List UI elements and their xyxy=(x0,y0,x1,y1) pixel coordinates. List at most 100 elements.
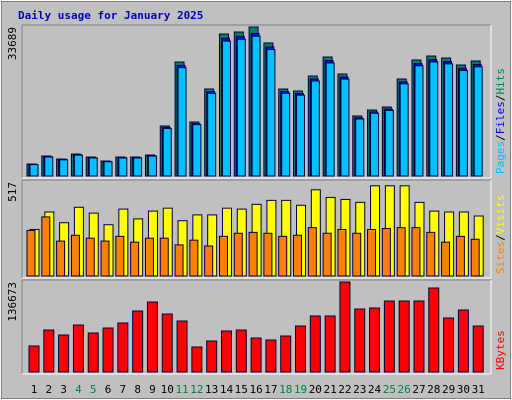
bar xyxy=(429,61,439,177)
bar xyxy=(85,237,95,277)
bar xyxy=(413,300,425,373)
bar xyxy=(115,235,125,277)
x-tick-label: 8 xyxy=(134,383,141,396)
bar xyxy=(324,315,336,373)
bar xyxy=(441,241,451,277)
y-tick-label: 136673 xyxy=(6,282,19,322)
bar xyxy=(117,322,129,373)
bar xyxy=(426,231,436,277)
bar xyxy=(310,80,320,177)
x-tick-label: 28 xyxy=(427,383,440,396)
bar xyxy=(56,240,66,277)
bar xyxy=(458,70,468,177)
x-tick-label: 23 xyxy=(353,383,366,396)
x-tick-label: 6 xyxy=(105,383,112,396)
legend: Sites/Visits xyxy=(494,195,507,275)
bar xyxy=(41,216,51,277)
bar xyxy=(73,154,83,177)
bar xyxy=(396,227,406,277)
legend-separator: / xyxy=(494,134,507,141)
x-tick-label: 16 xyxy=(249,383,262,396)
bar xyxy=(233,232,243,277)
bar xyxy=(88,157,98,177)
x-tick-label: 26 xyxy=(398,383,411,396)
bar xyxy=(204,245,214,277)
x-tick-label: 2 xyxy=(45,383,52,396)
bar xyxy=(398,300,410,373)
bar xyxy=(428,287,440,373)
bar xyxy=(59,159,69,177)
bar xyxy=(118,157,128,177)
bar xyxy=(206,340,218,373)
bar xyxy=(132,310,144,373)
bar xyxy=(455,235,465,277)
y-tick-label: 517 xyxy=(6,182,19,202)
x-tick-label: 29 xyxy=(442,383,455,396)
bar xyxy=(470,238,480,277)
x-tick-label: 18 xyxy=(279,383,292,396)
legend-entry: Sites xyxy=(494,241,507,274)
x-tick-label: 1 xyxy=(31,383,38,396)
bar xyxy=(147,155,157,177)
bar xyxy=(100,240,110,277)
bar xyxy=(102,327,114,373)
bar xyxy=(322,232,332,277)
bar xyxy=(307,227,317,277)
bar xyxy=(146,301,158,373)
bar xyxy=(130,241,140,277)
bar xyxy=(177,67,187,177)
bar xyxy=(369,307,381,373)
bar xyxy=(87,332,99,373)
legend-entry: Visits xyxy=(494,195,507,235)
legend-entry: Pages xyxy=(494,141,507,174)
bar xyxy=(28,345,40,373)
bar xyxy=(443,317,455,373)
bar xyxy=(367,228,377,277)
bar xyxy=(162,127,172,177)
x-tick-label: 10 xyxy=(161,383,174,396)
bar xyxy=(70,234,80,277)
bar xyxy=(44,156,54,177)
bar xyxy=(384,109,394,177)
x-tick-label: 11 xyxy=(175,383,188,396)
bar xyxy=(281,92,291,177)
x-tick-label: 15 xyxy=(235,383,248,396)
bar xyxy=(218,235,228,277)
bar xyxy=(280,335,292,373)
bar xyxy=(236,38,246,177)
bar xyxy=(159,237,169,277)
x-tick-label: 27 xyxy=(412,383,425,396)
x-tick-label: 5 xyxy=(90,383,97,396)
x-tick-label: 30 xyxy=(457,383,470,396)
bar xyxy=(278,235,288,277)
x-tick-label: 9 xyxy=(149,383,156,396)
bar xyxy=(72,324,84,373)
x-tick-label: 13 xyxy=(205,383,218,396)
x-tick-label: 17 xyxy=(264,383,277,396)
y-tick-label: 33689 xyxy=(6,27,19,60)
x-tick-label: 14 xyxy=(220,383,234,396)
x-tick-label: 21 xyxy=(324,383,337,396)
x-tick-label: 25 xyxy=(383,383,396,396)
bar xyxy=(381,228,391,277)
bar xyxy=(144,237,154,277)
bar xyxy=(161,313,173,373)
legend-entry: Files xyxy=(494,101,507,134)
bar xyxy=(220,330,232,373)
bar xyxy=(337,228,347,277)
bar xyxy=(235,329,247,373)
bar xyxy=(189,239,199,277)
bar xyxy=(414,65,424,177)
x-tick-label: 3 xyxy=(60,383,67,396)
bar xyxy=(296,94,306,177)
bar xyxy=(58,334,70,373)
x-tick-label: 20 xyxy=(309,383,322,396)
bar xyxy=(251,35,261,177)
legend-separator: / xyxy=(494,95,507,102)
bar xyxy=(26,230,36,277)
x-tick-label: 24 xyxy=(368,383,382,396)
x-tick-label: 12 xyxy=(190,383,203,396)
bar xyxy=(383,300,395,373)
